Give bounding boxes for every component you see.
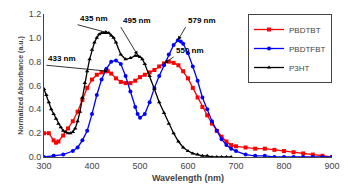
svg-text:0.0: 0.0 <box>29 152 42 162</box>
svg-text:PBDTBT: PBDTBT <box>289 26 321 35</box>
svg-text:0.8: 0.8 <box>29 57 42 67</box>
svg-text:700: 700 <box>228 161 243 171</box>
svg-text:500: 500 <box>132 161 147 171</box>
svg-text:Normalized Absorbance (a.u.): Normalized Absorbance (a.u.) <box>17 36 25 135</box>
svg-text:579 nm: 579 nm <box>188 16 216 25</box>
svg-text:550 nm: 550 nm <box>176 46 204 55</box>
svg-text:600: 600 <box>180 161 195 171</box>
svg-text:1.2: 1.2 <box>29 9 42 19</box>
svg-text:433 nm: 433 nm <box>48 54 76 63</box>
svg-text:0.6: 0.6 <box>29 81 42 91</box>
svg-text:400: 400 <box>84 161 99 171</box>
svg-text:0.4: 0.4 <box>29 104 42 114</box>
svg-text:800: 800 <box>276 161 291 171</box>
svg-text:435 nm: 435 nm <box>80 14 108 23</box>
svg-text:PBDTFBT: PBDTFBT <box>289 45 326 54</box>
svg-text:300: 300 <box>36 161 51 171</box>
svg-text:Wavelength (nm): Wavelength (nm) <box>152 173 224 183</box>
svg-text:900: 900 <box>324 161 339 171</box>
svg-text:495 nm: 495 nm <box>123 16 151 25</box>
svg-text:P3HT: P3HT <box>289 64 310 73</box>
svg-text:1.0: 1.0 <box>29 33 42 43</box>
svg-text:0.2: 0.2 <box>29 128 42 138</box>
